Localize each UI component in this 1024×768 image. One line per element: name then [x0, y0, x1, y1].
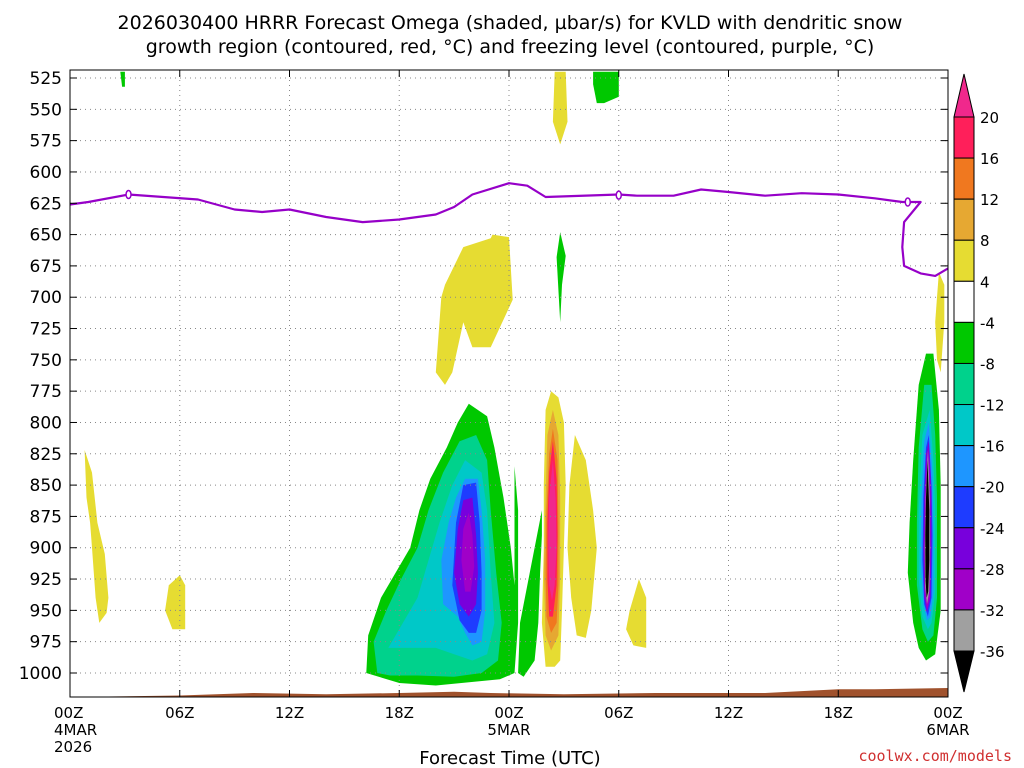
x-tick-label-30: 06Z — [604, 704, 633, 722]
colorbar-label-2: 12 — [980, 191, 999, 209]
colorbar-label-3: 8 — [980, 232, 990, 250]
colorbar-label-9: -20 — [980, 479, 1005, 497]
colorbar-band-11 — [953, 568, 975, 611]
colorbar-band-6 — [953, 362, 975, 406]
y-tick-label-775: 775 — [30, 382, 62, 402]
omega-region-8 — [626, 579, 647, 648]
y-tick-label-575: 575 — [30, 132, 62, 152]
omega-region-7 — [567, 435, 597, 638]
colorbar-band-5 — [953, 321, 975, 364]
x-tick-year-0: 2026 — [54, 738, 92, 756]
omega-region-31 — [925, 460, 930, 598]
omega-region-15 — [461, 512, 475, 592]
y-tick-label-800: 800 — [30, 413, 62, 433]
colorbar-band-3 — [953, 239, 975, 282]
watermark: coolwx.com/models — [858, 747, 1012, 765]
colorbar-label-7: -12 — [980, 397, 1005, 415]
x-tick-label-36: 12Z — [714, 704, 743, 722]
freezing-level-marker-2 — [904, 197, 912, 207]
x-tick-label-12: 12Z — [275, 704, 304, 722]
omega-region-0 — [552, 71, 568, 145]
y-tick-label-550: 550 — [30, 100, 62, 120]
y-tick-label-1000: 1000 — [19, 664, 62, 684]
omega-region-6 — [165, 575, 186, 630]
y-tick-label-600: 600 — [30, 163, 62, 183]
colorbar-label-6: -8 — [980, 355, 995, 373]
colorbar: 20 16 12 8 4 -4 -8 -12 -16 -20 -24 -28 -32 -36 — [953, 73, 1005, 693]
y-tick-label-825: 825 — [30, 445, 62, 465]
colorbar-band-0 — [953, 116, 975, 159]
x-tick-label-0: 00Z — [54, 704, 83, 722]
omega-region-3 — [556, 232, 566, 323]
colorbar-band-12 — [953, 609, 975, 652]
x-tick-date-0: 4MAR — [54, 721, 97, 739]
omega-region-1 — [593, 71, 619, 104]
colorbar-label-12: -32 — [980, 602, 1005, 620]
chart-title-line1: 2026030400 HRRR Forecast Omega (shaded, … — [118, 12, 903, 34]
colorbar-label-13: -36 — [980, 643, 1005, 661]
y-tick-label-700: 700 — [30, 288, 62, 308]
y-tick-label-925: 925 — [30, 570, 62, 590]
omega-region-22 — [935, 272, 945, 373]
y-tick-label-675: 675 — [30, 257, 62, 277]
y-tick-label-525: 525 — [30, 69, 62, 89]
omega-region-2 — [120, 71, 125, 87]
y-axis: 525 550 575 600 625 650 675 700 725 750 775 800 825 8… — [19, 69, 948, 684]
y-tick-label-875: 875 — [30, 507, 62, 527]
y-tick-label-850: 850 — [30, 476, 62, 496]
omega-region-4 — [435, 234, 513, 385]
x-tick-label-42: 18Z — [824, 704, 853, 722]
y-tick-label-625: 625 — [30, 194, 62, 214]
freezing-level-marker-0 — [125, 189, 132, 200]
colorbar-top-arrow — [953, 73, 975, 118]
colorbar-label-1: 16 — [980, 150, 999, 168]
colorbar-band-7 — [953, 404, 975, 447]
freezing-level-layer — [69, 182, 949, 277]
colorbar-label-4: 4 — [980, 273, 990, 291]
y-tick-label-950: 950 — [30, 601, 62, 621]
x-tick-date-24: 5MAR — [487, 721, 530, 739]
colorbar-band-9 — [953, 486, 975, 529]
x-tick-label-18: 18Z — [385, 704, 414, 722]
x-tick-date-48: 6MAR — [926, 721, 969, 739]
colorbar-band-10 — [953, 527, 975, 570]
omega-region-5 — [84, 450, 109, 623]
y-tick-label-750: 750 — [30, 351, 62, 371]
x-tick-label-6: 06Z — [165, 704, 194, 722]
colorbar-label-10: -24 — [980, 520, 1005, 538]
colorbar-band-8 — [953, 445, 975, 488]
colorbar-bottom-arrow — [953, 650, 975, 693]
omega-shading-layer — [84, 71, 945, 686]
colorbar-band-1 — [953, 157, 975, 200]
colorbar-label-8: -16 — [980, 438, 1005, 456]
x-tick-label-24: 00Z — [494, 704, 523, 722]
colorbar-label-5: -4 — [980, 314, 995, 332]
chart-title-line2: growth region (contoured, red, °C) and f… — [146, 36, 875, 58]
omega-region-21 — [548, 460, 557, 601]
x-axis-label: Forecast Time (UTC) — [419, 748, 600, 768]
y-tick-label-900: 900 — [30, 539, 62, 559]
omega-region-16 — [518, 510, 542, 677]
colorbar-label-0: 20 — [980, 109, 999, 127]
colorbar-band-4 — [953, 280, 975, 323]
freezing-level-marker-1 — [615, 190, 622, 200]
colorbar-band-2 — [953, 198, 975, 241]
colorbar-label-11: -28 — [980, 561, 1005, 579]
x-tick-label-48: 00Z — [933, 704, 962, 722]
y-tick-label-650: 650 — [30, 226, 62, 246]
y-tick-label-975: 975 — [30, 633, 62, 653]
y-tick-label-725: 725 — [30, 320, 62, 340]
